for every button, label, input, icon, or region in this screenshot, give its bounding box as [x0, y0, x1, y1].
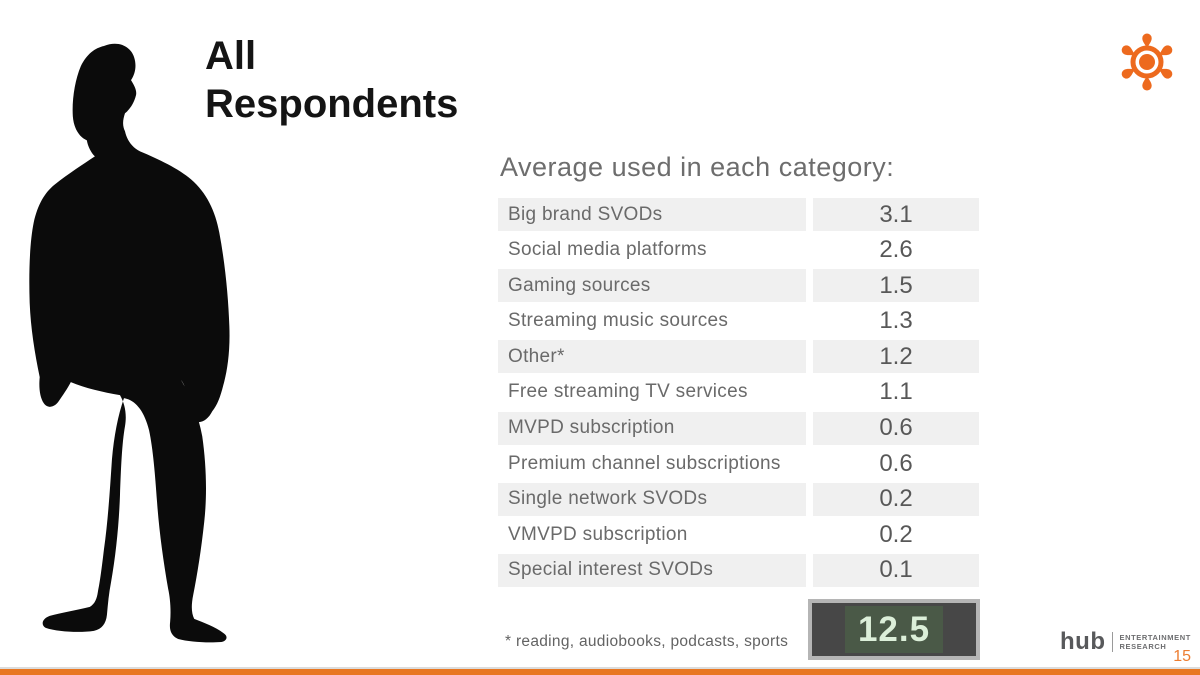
- row-value: 2.6: [879, 236, 913, 264]
- row-label: Premium channel subscriptions: [508, 452, 781, 474]
- page-title-line1: All: [205, 34, 257, 78]
- row-value: 0.1: [813, 553, 979, 587]
- table-row: VMVPD subscription 0.2: [498, 518, 979, 551]
- table-row: Special interest SVODs 0.1: [498, 553, 979, 587]
- standing-man-silhouette: [29, 43, 230, 643]
- logo-divider: [1112, 632, 1114, 652]
- total-value: 12.5: [857, 609, 931, 649]
- row-value: 1.5: [813, 269, 979, 303]
- row-label: Gaming sources: [498, 269, 806, 303]
- table-row: Premium channel subscriptions 0.6: [498, 447, 979, 480]
- sunburst-droplets-icon: [1119, 33, 1175, 91]
- table-row: Social media platforms 2.6: [498, 234, 979, 267]
- row-label: Social media platforms: [508, 239, 707, 261]
- row-value: 1.3: [879, 307, 913, 335]
- hub-tagline: ENTERTAINMENT RESEARCH: [1119, 633, 1190, 652]
- row-label: Other*: [498, 340, 806, 374]
- table-heading: Average used in each category:: [500, 152, 895, 182]
- table-row: MVPD subscription 0.6: [498, 411, 979, 445]
- row-value: 1.2: [813, 340, 979, 374]
- row-value: 1.1: [879, 378, 913, 406]
- page-number: 15: [1173, 648, 1191, 665]
- row-label: Free streaming TV services: [508, 381, 748, 403]
- hub-tagline-line2: RESEARCH: [1119, 642, 1167, 651]
- hub-logo: hub ENTERTAINMENT RESEARCH: [1060, 630, 1191, 654]
- row-value: 0.2: [879, 520, 913, 548]
- table-row: Free streaming TV services 1.1: [498, 376, 979, 409]
- row-label: VMVPD subscription: [508, 523, 688, 545]
- row-value: 0.6: [879, 449, 913, 477]
- bottom-accent-bar: [0, 669, 1200, 675]
- row-value: 0.2: [813, 482, 979, 516]
- table-row: Gaming sources 1.5: [498, 269, 979, 303]
- category-table: Big brand SVODs 3.1 Social media platforms…: [498, 198, 979, 590]
- table-row: Single network SVODs 0.2: [498, 482, 979, 516]
- row-label: Special interest SVODs: [498, 553, 806, 587]
- page-title: All Respondents: [205, 32, 458, 128]
- bottom-hairline: [0, 667, 1200, 669]
- table-row: Streaming music sources 1.3: [498, 305, 979, 338]
- footnote: * reading, audiobooks, podcasts, sports: [505, 633, 789, 650]
- row-label: Big brand SVODs: [498, 198, 806, 231]
- row-label: Single network SVODs: [498, 482, 806, 516]
- table-row: Big brand SVODs 3.1: [498, 198, 979, 231]
- page-title-line2: Respondents: [205, 82, 459, 126]
- row-value: 0.6: [813, 411, 979, 445]
- row-label: MVPD subscription: [498, 411, 806, 445]
- row-value: 3.1: [813, 198, 979, 231]
- hub-tagline-line1: ENTERTAINMENT: [1119, 632, 1191, 642]
- total-highlight: 12.5: [845, 606, 943, 653]
- total-box: 12.5: [808, 599, 980, 660]
- table-row: Other* 1.2: [498, 340, 979, 374]
- row-label: Streaming music sources: [508, 310, 729, 332]
- hub-wordmark: hub: [1060, 628, 1106, 655]
